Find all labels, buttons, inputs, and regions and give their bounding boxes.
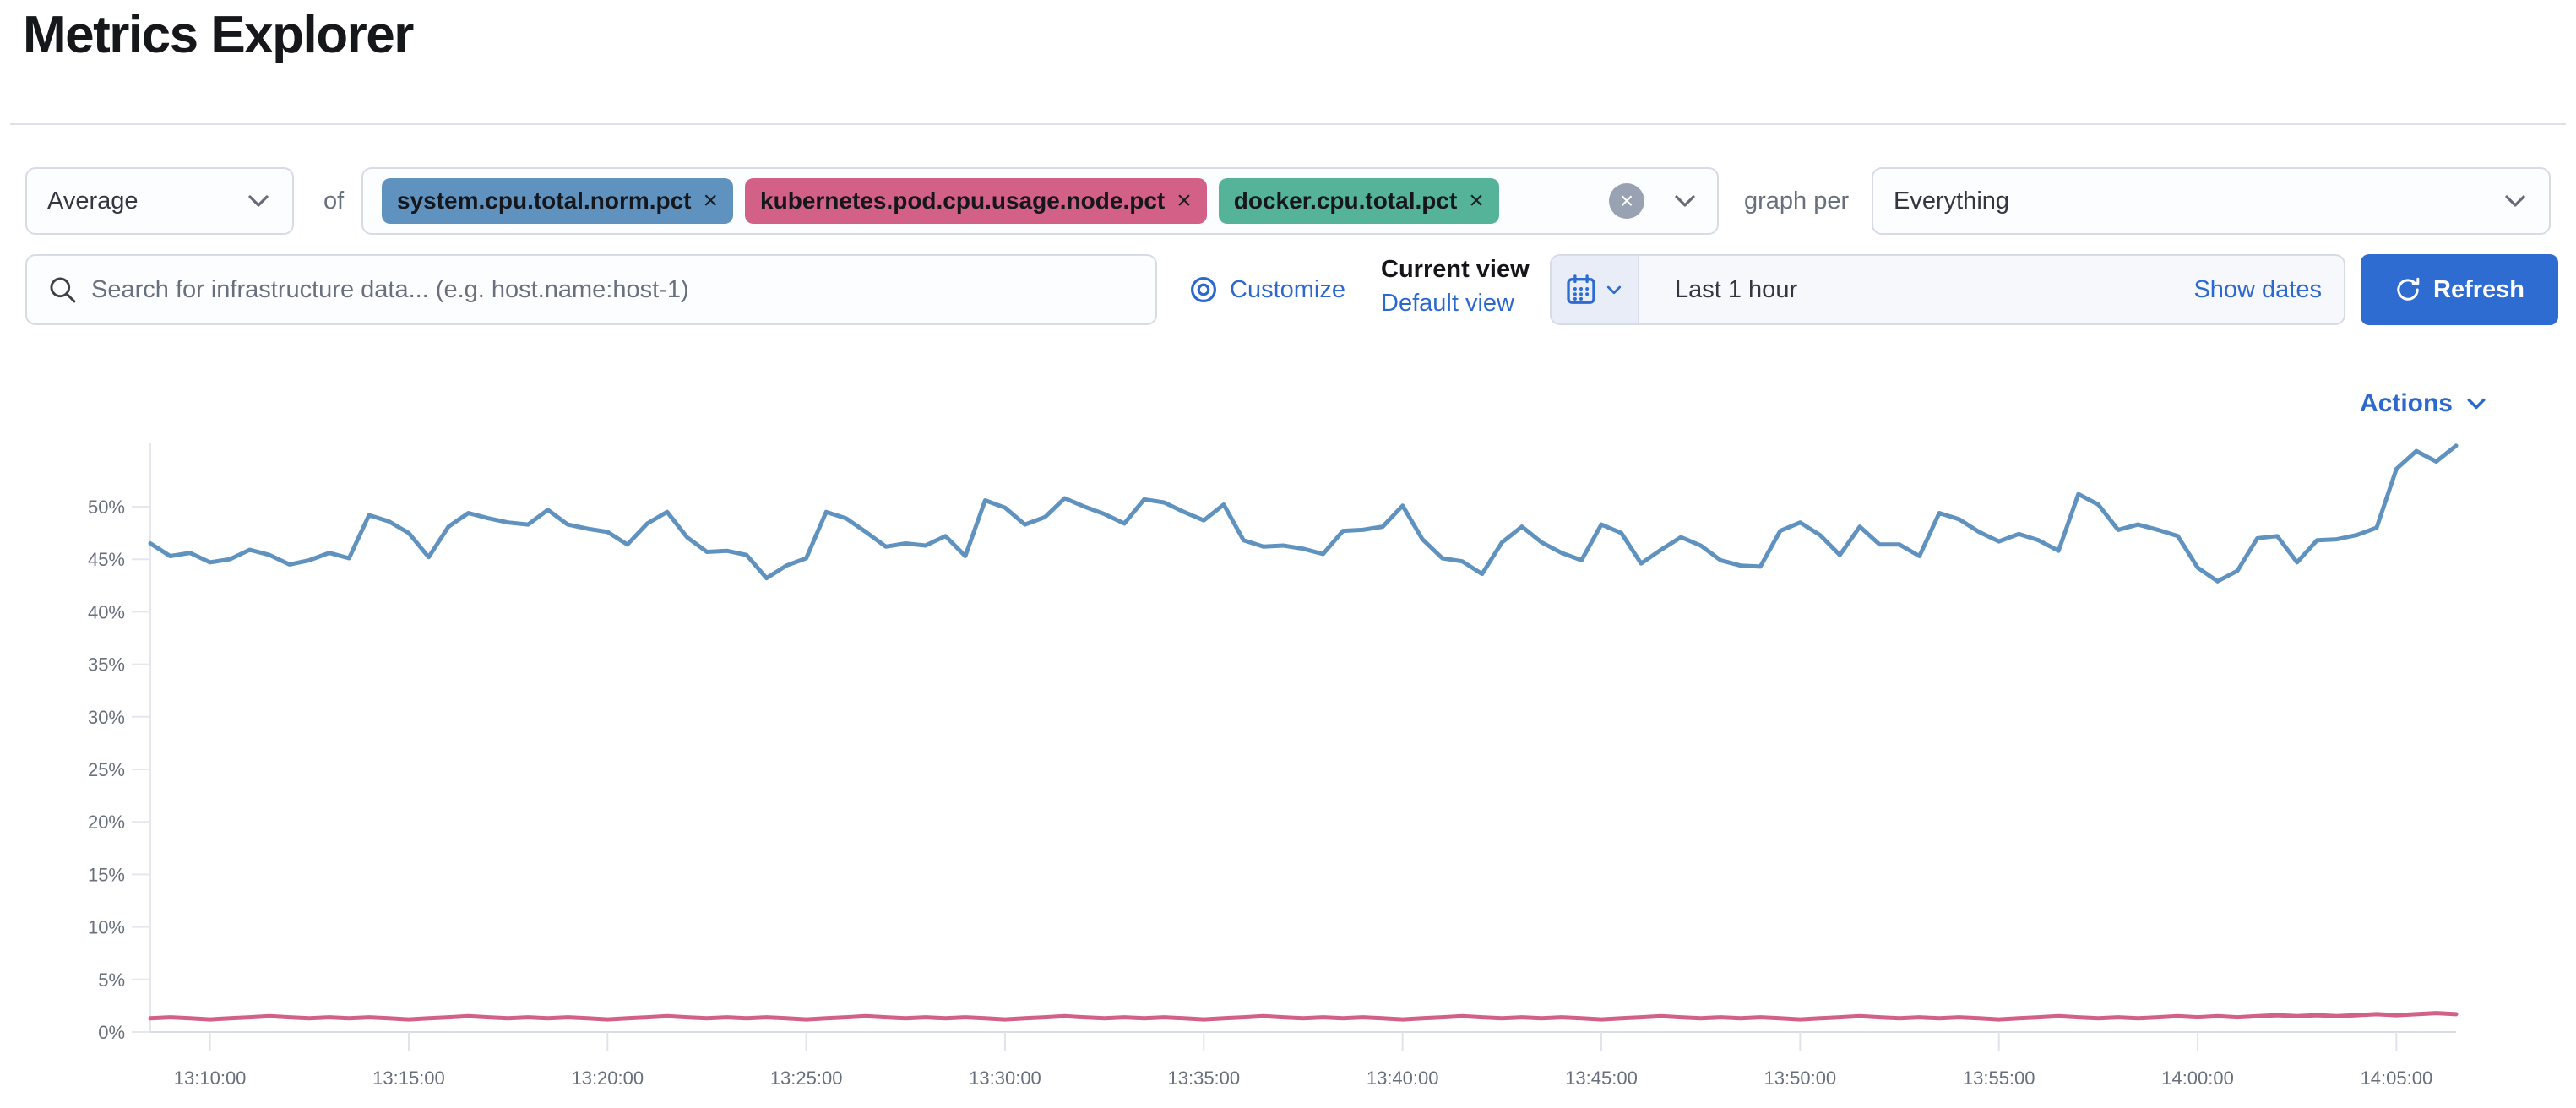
chevron-down-icon — [1606, 285, 1622, 295]
date-quick-select-button[interactable] — [1552, 256, 1639, 323]
remove-metric-icon[interactable]: × — [1469, 187, 1484, 215]
aggregation-value: Average — [47, 187, 139, 215]
header-divider — [10, 123, 2566, 125]
actions-menu-button[interactable]: Actions — [2360, 382, 2488, 426]
chevron-down-icon — [2505, 195, 2525, 207]
metric-badge: system.cpu.total.norm.pct × — [382, 178, 734, 224]
clear-all-icon[interactable]: × — [1609, 183, 1644, 219]
metrics-combobox[interactable]: system.cpu.total.norm.pct × kubernetes.p… — [361, 167, 1719, 235]
date-range-value[interactable]: Last 1 hour — [1675, 275, 1798, 303]
svg-text:13:30:00: 13:30:00 — [969, 1067, 1041, 1089]
svg-text:13:40:00: 13:40:00 — [1367, 1067, 1439, 1089]
svg-text:30%: 30% — [88, 707, 125, 728]
view-switcher: Current view Default view — [1381, 253, 1550, 320]
customize-label: Customize — [1230, 275, 1345, 303]
graph-per-value: Everything — [1894, 187, 2010, 215]
remove-metric-icon[interactable]: × — [1177, 187, 1192, 215]
default-view-link[interactable]: Default view — [1381, 290, 1514, 317]
svg-text:5%: 5% — [98, 970, 125, 991]
svg-text:13:10:00: 13:10:00 — [174, 1067, 247, 1089]
show-dates-button[interactable]: Show dates — [2193, 275, 2322, 303]
svg-text:14:00:00: 14:00:00 — [2161, 1067, 2234, 1089]
svg-text:50%: 50% — [88, 497, 125, 518]
svg-text:10%: 10% — [88, 917, 125, 938]
calendar-icon — [1567, 274, 1595, 304]
search-bar[interactable] — [25, 254, 1157, 325]
svg-text:35%: 35% — [88, 654, 125, 676]
search-icon — [50, 277, 76, 303]
refresh-label: Refresh — [2433, 275, 2524, 303]
svg-text:13:45:00: 13:45:00 — [1565, 1067, 1638, 1089]
metric-badge: kubernetes.pod.cpu.usage.node.pct × — [745, 178, 1207, 224]
graph-per-label: graph per — [1744, 187, 1850, 215]
svg-text:13:35:00: 13:35:00 — [1168, 1067, 1241, 1089]
actions-label: Actions — [2359, 389, 2453, 417]
metric-badge: docker.cpu.total.pct × — [1218, 178, 1499, 224]
svg-text:13:15:00: 13:15:00 — [372, 1067, 445, 1089]
metric-badge-label: docker.cpu.total.pct — [1233, 187, 1458, 214]
page-title: Metrics Explorer — [23, 6, 414, 64]
metric-badge-label: system.cpu.total.norm.pct — [397, 187, 692, 214]
svg-text:40%: 40% — [88, 601, 125, 622]
svg-text:0%: 0% — [98, 1022, 125, 1043]
aggregation-select[interactable]: Average — [25, 167, 294, 235]
svg-text:25%: 25% — [88, 759, 125, 780]
svg-text:13:55:00: 13:55:00 — [1963, 1067, 2035, 1089]
svg-text:13:25:00: 13:25:00 — [770, 1067, 843, 1089]
chevron-down-icon[interactable] — [1671, 187, 1698, 215]
chevron-down-icon — [2467, 398, 2486, 410]
refresh-button[interactable]: Refresh — [2361, 254, 2558, 325]
svg-text:45%: 45% — [88, 549, 125, 570]
svg-text:13:20:00: 13:20:00 — [571, 1067, 644, 1089]
customize-button[interactable]: Customize — [1189, 254, 1345, 325]
svg-text:15%: 15% — [88, 864, 125, 885]
of-label: of — [323, 187, 345, 215]
chevron-down-icon — [248, 195, 269, 207]
current-view-label: Current view — [1381, 256, 1530, 283]
metric-badge-label: kubernetes.pod.cpu.usage.node.pct — [760, 187, 1166, 214]
svg-text:13:50:00: 13:50:00 — [1764, 1067, 1837, 1089]
date-picker: Last 1 hour Show dates — [1550, 254, 2345, 325]
remove-metric-icon[interactable]: × — [703, 187, 719, 215]
search-input[interactable] — [91, 275, 1135, 304]
svg-text:20%: 20% — [88, 812, 125, 833]
svg-text:14:05:00: 14:05:00 — [2361, 1067, 2433, 1089]
refresh-icon — [2397, 277, 2420, 301]
customize-eye-icon — [1191, 277, 1216, 302]
graph-per-select[interactable]: Everything — [1872, 167, 2551, 235]
